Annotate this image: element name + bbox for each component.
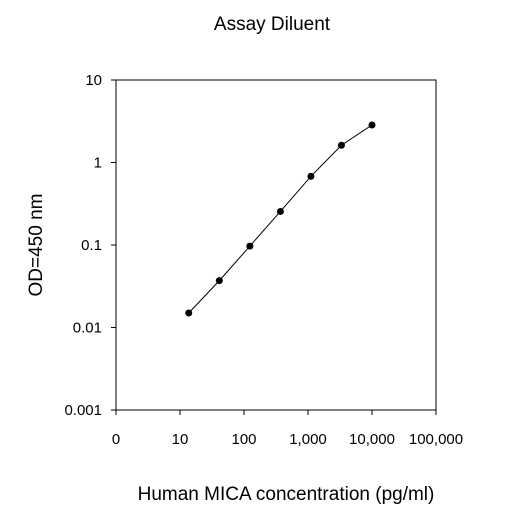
y-axis-label: OD=450 nm <box>26 194 47 297</box>
data-point <box>368 121 376 129</box>
y-tick-label: 10 <box>85 72 102 89</box>
x-tick-label: 1,000 <box>289 431 327 448</box>
y-tick-label: 0.1 <box>81 237 102 254</box>
series-line <box>188 124 373 314</box>
x-tick-label: 100 <box>231 431 256 448</box>
data-point <box>185 309 193 317</box>
y-tick-label: 0.01 <box>73 320 102 337</box>
data-points <box>185 121 376 317</box>
data-point <box>337 141 345 149</box>
x-tick-label: 10 <box>172 431 189 448</box>
data-point <box>215 277 223 285</box>
x-tick-label: 0 <box>112 431 120 448</box>
plot-area <box>115 79 437 411</box>
y-tick-label: 0.001 <box>64 402 102 419</box>
y-tick-label: 1 <box>94 155 102 172</box>
x-tick-label: 10,000 <box>349 431 395 448</box>
data-point <box>276 207 284 215</box>
x-tick-label: 100,000 <box>409 431 463 448</box>
chart-title: Assay Diluent <box>214 14 331 35</box>
x-axis-label: Human MICA concentration (pg/ml) <box>138 484 435 505</box>
x-axis-ticks: 0 10 100 1,000 10,000 100,000 <box>112 410 463 448</box>
y-axis-ticks: 0.001 0.01 0.1 1 10 <box>64 72 116 419</box>
data-point <box>307 172 315 180</box>
data-point <box>246 242 254 250</box>
